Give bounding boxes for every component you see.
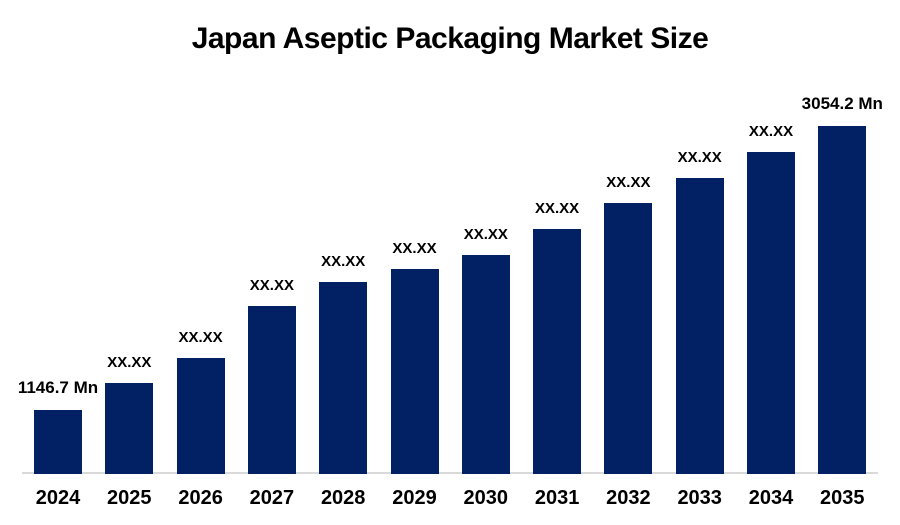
x-tick-label-2029: 2029 <box>392 487 437 509</box>
bar-2030 <box>461 255 510 474</box>
x-tick-label-2031: 2031 <box>534 487 580 509</box>
x-tick-label-2028: 2028 <box>320 487 366 509</box>
bar-value-label-2026: XX.XX <box>178 328 223 346</box>
bar-2025 <box>105 383 154 474</box>
bar-value-label-2025: XX.XX <box>107 353 152 371</box>
bar-value-label-2034: XX.XX <box>748 122 794 140</box>
x-tick-label-2033: 2033 <box>677 487 722 509</box>
bar-2029 <box>390 269 439 474</box>
bar-value-label-2033: XX.XX <box>677 148 722 166</box>
bar-2032 <box>604 203 653 474</box>
bar-2034 <box>747 152 795 474</box>
bar-value-label-2030: XX.XX <box>463 225 508 243</box>
bar-2024 <box>34 410 82 474</box>
x-tick-label-2035: 2035 <box>820 487 865 509</box>
bar-value-label-2028: XX.XX <box>321 252 366 270</box>
chart-title: Japan Aseptic Packaging Market Size <box>191 22 709 55</box>
bar-value-label-2032: XX.XX <box>606 173 651 191</box>
bar-2035 <box>818 126 867 474</box>
bar-2033 <box>675 178 724 474</box>
bar-value-label-2031: XX.XX <box>535 199 580 217</box>
x-tick-label-2025: 2025 <box>107 487 152 509</box>
x-tick-label-2030: 2030 <box>463 487 509 509</box>
bar-value-label-2029: XX.XX <box>392 239 437 257</box>
x-axis-baseline <box>22 472 878 474</box>
bar-value-label-2035: 3054.2 Mn <box>801 94 883 114</box>
bar-2026 <box>176 358 225 474</box>
x-tick-label-2026: 2026 <box>178 487 223 509</box>
bar-value-label-2027: XX.XX <box>249 276 294 294</box>
bar-2027 <box>247 306 296 474</box>
bar-value-label-2024: 1146.7 Mn <box>17 378 99 398</box>
bar-2028 <box>319 282 368 474</box>
x-tick-label-2024: 2024 <box>35 487 81 509</box>
bar-2031 <box>533 229 582 474</box>
x-tick-label-2032: 2032 <box>606 487 651 509</box>
x-tick-label-2027: 2027 <box>249 487 295 509</box>
x-tick-label-2034: 2034 <box>748 487 794 509</box>
